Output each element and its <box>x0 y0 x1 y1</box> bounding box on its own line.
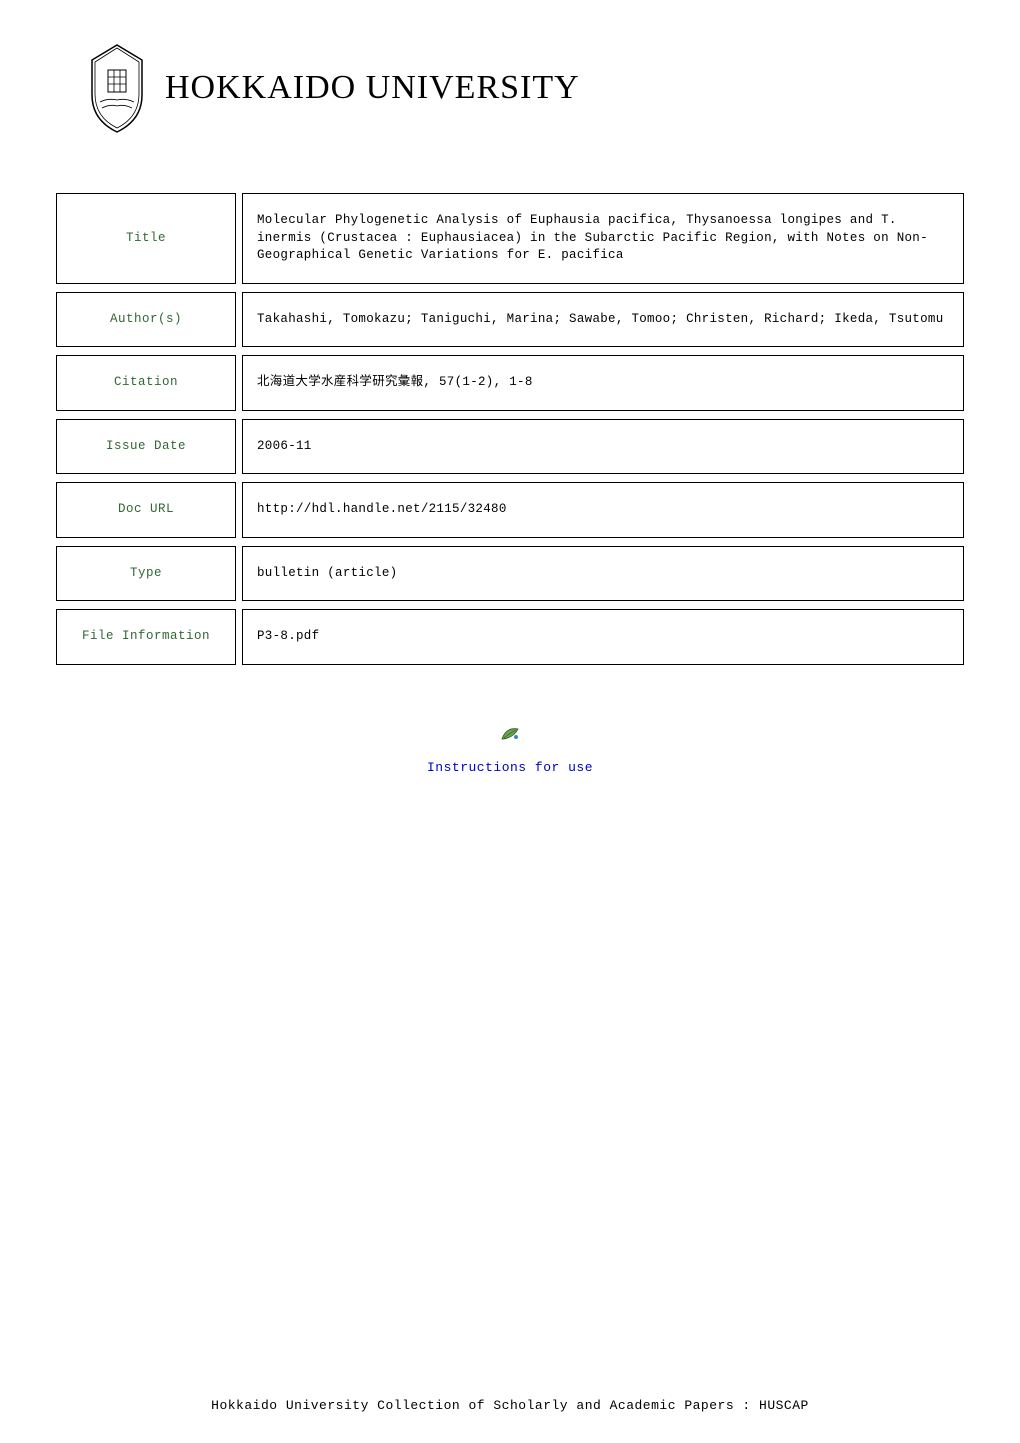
university-crest-logo <box>80 40 155 135</box>
page-footer: Hokkaido University Collection of Schola… <box>0 1398 1020 1413</box>
value-issue-date: 2006-11 <box>242 419 964 475</box>
value-authors: Takahashi, Tomokazu; Taniguchi, Marina; … <box>242 292 964 348</box>
instructions-section: Instructions for use <box>50 723 970 776</box>
label-citation: Citation <box>56 355 236 411</box>
instructions-link[interactable]: Instructions for use <box>427 760 593 775</box>
label-type: Type <box>56 546 236 602</box>
value-type: bulletin (article) <box>242 546 964 602</box>
metadata-table: Title Molecular Phylogenetic Analysis of… <box>50 185 970 673</box>
page-header: HOKKAIDO UNIVERSITY <box>50 40 970 135</box>
table-row: Author(s) Takahashi, Tomokazu; Taniguchi… <box>56 292 964 348</box>
table-row: Issue Date 2006-11 <box>56 419 964 475</box>
label-authors: Author(s) <box>56 292 236 348</box>
table-row: Title Molecular Phylogenetic Analysis of… <box>56 193 964 284</box>
table-row: Citation 北海道大学水産科学研究彙報, 57(1-2), 1-8 <box>56 355 964 411</box>
value-title: Molecular Phylogenetic Analysis of Eupha… <box>242 193 964 284</box>
label-issue-date: Issue Date <box>56 419 236 475</box>
label-title: Title <box>56 193 236 284</box>
value-file-information: P3-8.pdf <box>242 609 964 665</box>
table-row: Doc URL http://hdl.handle.net/2115/32480 <box>56 482 964 538</box>
university-name: HOKKAIDO UNIVERSITY <box>165 69 580 107</box>
leaf-icon <box>498 723 522 748</box>
table-row: File Information P3-8.pdf <box>56 609 964 665</box>
label-doc-url: Doc URL <box>56 482 236 538</box>
value-citation: 北海道大学水産科学研究彙報, 57(1-2), 1-8 <box>242 355 964 411</box>
table-row: Type bulletin (article) <box>56 546 964 602</box>
crest-icon <box>80 40 155 135</box>
label-file-information: File Information <box>56 609 236 665</box>
value-doc-url: http://hdl.handle.net/2115/32480 <box>242 482 964 538</box>
